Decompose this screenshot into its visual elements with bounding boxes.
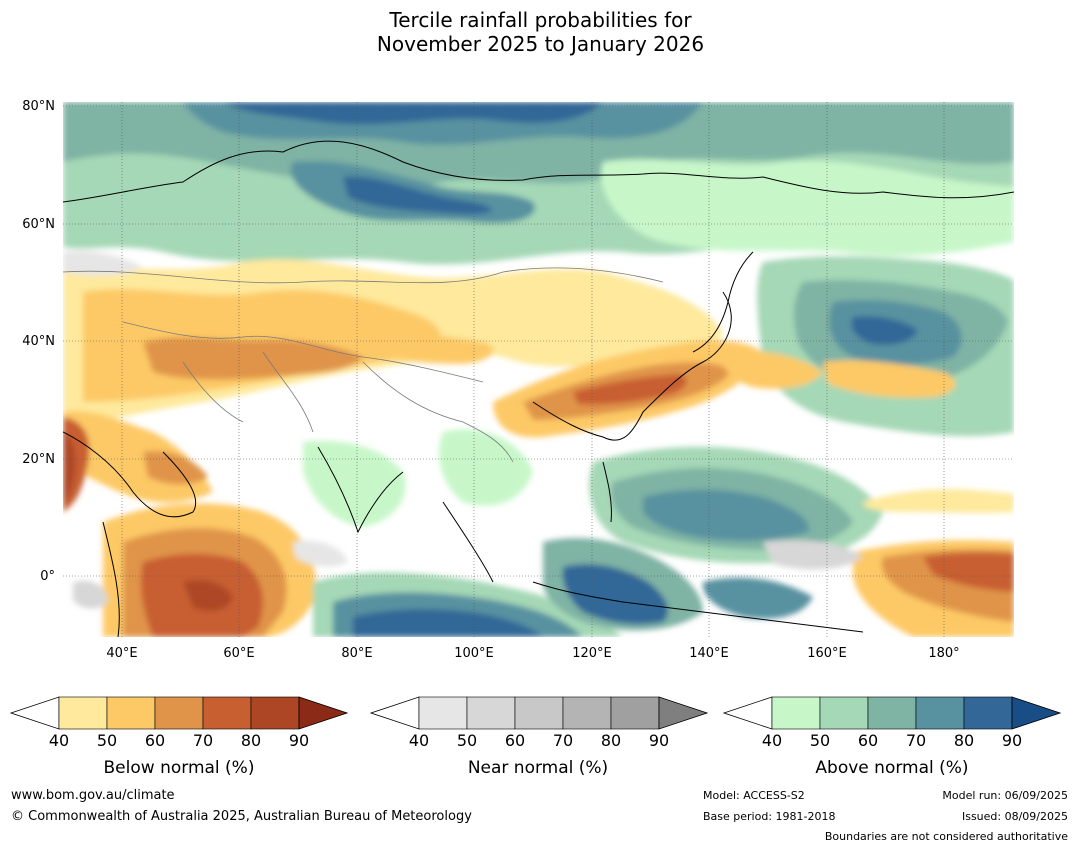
colorbar-segment (963, 696, 1013, 730)
colorbar-arrow-high (1011, 696, 1061, 730)
lon-label-160e: 160°E (807, 646, 847, 661)
above-tick: 50 (809, 731, 831, 750)
colorbar-segment (106, 696, 156, 730)
map-title: Tercile rainfall probabilities for Novem… (0, 8, 1081, 56)
website-link[interactable]: www.bom.gov.au/climate (11, 788, 175, 803)
lat-label-40n: 40°N (22, 334, 55, 349)
above-tick: 90 (1001, 731, 1023, 750)
below-tick: 90 (288, 731, 310, 750)
lon-label-80e: 80°E (341, 646, 373, 661)
colorbar-segment (58, 696, 108, 730)
below-tick: 40 (48, 731, 70, 750)
colorbar-segment (250, 696, 300, 730)
lon-label-140e: 140°E (689, 646, 729, 661)
above-normal-label: Above normal (%) (815, 758, 969, 778)
colorbar-arrow-low (370, 696, 420, 730)
above-tick: 80 (953, 731, 975, 750)
country-boundaries (63, 267, 664, 463)
below-normal-label: Below normal (%) (103, 758, 255, 778)
below-tick: 70 (192, 731, 214, 750)
lon-label-60e: 60°E (223, 646, 255, 661)
above-tick: 70 (905, 731, 927, 750)
probability-fields (63, 102, 1014, 637)
model-run-date: Model run: 06/09/2025 (942, 789, 1068, 802)
lon-label-120e: 120°E (572, 646, 612, 661)
colorbar-segment (562, 696, 612, 730)
colorbar-segment (202, 696, 252, 730)
copyright-text: © Commonwealth of Australia 2025, Austra… (11, 809, 472, 824)
colorbar-near-normal (370, 696, 708, 730)
colorbar-segment (466, 696, 516, 730)
colorbar-segment (915, 696, 965, 730)
map-svg (63, 102, 1014, 637)
colorbar-segment (154, 696, 204, 730)
colorbar-arrow-low (723, 696, 773, 730)
near-tick: 90 (648, 731, 670, 750)
near-tick: 60 (504, 731, 526, 750)
lon-label-40e: 40°E (106, 646, 138, 661)
above-tick: 40 (761, 731, 783, 750)
colorbar-above-normal (723, 696, 1061, 730)
colorbar-segment (514, 696, 564, 730)
above-tick: 60 (857, 731, 879, 750)
colorbar-arrow-high (298, 696, 348, 730)
below-tick: 80 (240, 731, 262, 750)
colorbar-arrow-low (10, 696, 60, 730)
colorbar-below-normal (10, 696, 348, 730)
near-tick: 50 (456, 731, 478, 750)
rainfall-probability-map (63, 102, 1014, 637)
colorbar-segment (418, 696, 468, 730)
issued-date: Issued: 08/09/2025 (961, 810, 1068, 823)
lon-label-180: 180° (928, 646, 960, 661)
base-period: Base period: 1981-2018 (703, 810, 836, 823)
lat-label-0: 0° (40, 569, 55, 584)
below-tick: 60 (144, 731, 166, 750)
near-tick: 40 (408, 731, 430, 750)
title-line-2: November 2025 to January 2026 (376, 32, 705, 56)
graticule (63, 102, 1014, 637)
near-normal-label: Near normal (%) (467, 758, 609, 778)
colorbar-segment (771, 696, 821, 730)
lon-label-100e: 100°E (454, 646, 494, 661)
near-tick: 70 (552, 731, 574, 750)
below-tick: 50 (96, 731, 118, 750)
model-name: Model: ACCESS-S2 (703, 789, 805, 802)
coastlines (63, 140, 1014, 637)
colorbar-arrow-high (658, 696, 708, 730)
colorbar-segment (867, 696, 917, 730)
lat-label-60n: 60°N (22, 217, 55, 232)
lat-label-80n: 80°N (22, 99, 55, 114)
colorbar-segment (610, 696, 660, 730)
near-tick: 80 (600, 731, 622, 750)
title-line-1: Tercile rainfall probabilities for (389, 8, 692, 32)
colorbar-segment (819, 696, 869, 730)
lat-label-20n: 20°N (22, 452, 55, 467)
boundaries-disclaimer: Boundaries are not considered authoritat… (824, 830, 1068, 843)
